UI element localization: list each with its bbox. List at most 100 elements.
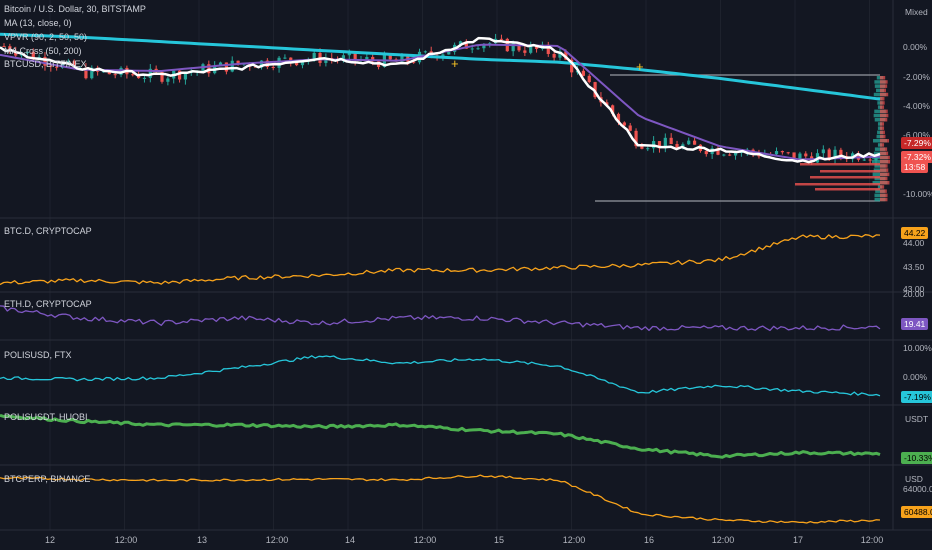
candle-body — [49, 65, 53, 67]
volume-profile-bar — [880, 185, 885, 189]
time-tick: 12:00 — [711, 535, 735, 545]
indicator-vpvr[interactable]: VPVR (90, 2, 50, 50) — [4, 32, 88, 42]
cross-marker: + — [636, 59, 644, 74]
candle-body — [687, 140, 691, 145]
candle-body — [499, 38, 504, 40]
volume-profile-bar — [880, 113, 889, 118]
time-tick: 13 — [196, 535, 208, 545]
volume-profile-bar — [880, 109, 888, 114]
candle-body — [611, 105, 615, 114]
candle-body — [517, 43, 521, 51]
candle-body — [804, 153, 808, 157]
indicator-ma-cross[interactable]: MA Cross (50, 200) — [4, 46, 82, 56]
candle-body — [646, 148, 650, 150]
value-tag-polis-huobi: -10.33% — [901, 452, 932, 464]
volume-profile-bar — [880, 84, 888, 88]
volume-profile-bar — [880, 151, 889, 156]
candle-body — [90, 67, 94, 79]
volume-profile-bar — [880, 181, 890, 185]
series-line-btcd — [0, 234, 881, 286]
candle-body — [142, 77, 147, 79]
series-line-ma13 — [0, 36, 881, 164]
axis-tick: -10.00% — [903, 189, 932, 199]
axis-tick: 10.00% — [903, 343, 932, 353]
candle-body — [616, 113, 621, 123]
axis-tick: 43.00 — [903, 284, 925, 294]
volume-profile-bar — [880, 193, 888, 198]
candle-body — [166, 78, 170, 82]
candle-body — [236, 60, 240, 65]
candle-body — [564, 51, 568, 60]
candle-body — [692, 140, 697, 145]
candle-body — [558, 51, 562, 58]
candle-body — [107, 71, 111, 75]
poc-bar — [800, 163, 880, 166]
candle-body — [798, 153, 802, 160]
candle-body — [224, 62, 228, 72]
axis-tick: 0.00% — [903, 372, 928, 382]
volume-profile-bar — [880, 80, 888, 84]
volume-profile-bar — [880, 160, 891, 164]
indicator-ma[interactable]: MA (13, close, 0) — [4, 18, 72, 28]
compare-symbol[interactable]: BTCUSD, BITFINEX — [4, 59, 87, 69]
pane-label-polis-huobi[interactable]: POLISUSDT, HUOBI — [4, 412, 88, 422]
series-line-btcperp — [0, 474, 881, 524]
price-tag: -7.32% — [901, 151, 932, 163]
volume-profile-bar — [880, 164, 888, 168]
candle-body — [218, 62, 223, 66]
candle-body — [821, 149, 825, 154]
candle-body — [470, 48, 474, 50]
series-line-polis-ftx — [0, 355, 881, 397]
value-tag-btcperp: 60488.0 — [901, 506, 932, 518]
axis-tick: USD — [905, 474, 923, 484]
time-tick: 12:00 — [114, 535, 138, 545]
candle-body — [365, 57, 369, 60]
volume-profile-bar — [880, 105, 885, 109]
candle-body — [634, 130, 638, 147]
poc-bar — [810, 176, 880, 179]
candle-body — [55, 66, 59, 68]
pane-label-btcd[interactable]: BTC.D, CRYPTOCAP — [4, 226, 92, 236]
candle-body — [704, 151, 708, 155]
candle-body — [482, 44, 486, 49]
volume-profile-bar — [880, 88, 886, 93]
candle-body — [43, 56, 47, 66]
candle-body — [137, 75, 141, 79]
volume-profile-bar — [880, 134, 886, 139]
pane-label-btcperp[interactable]: BTCPERP, BINANCE — [4, 474, 91, 484]
candle-body — [476, 48, 480, 50]
pane-label-polis-ftx[interactable]: POLISUSD, FTX — [4, 350, 72, 360]
volume-profile-bar — [880, 155, 890, 160]
candle-body — [160, 71, 164, 82]
pane-label-ethd[interactable]: ETH.D, CRYPTOCAP — [4, 299, 92, 309]
axis-tick: USDT — [905, 414, 929, 424]
time-tick: 15 — [493, 535, 505, 545]
candle-body — [8, 46, 12, 52]
axis-tick: 64000.0 — [903, 484, 932, 494]
axis-tick: -6.00% — [903, 130, 930, 140]
candle-body — [792, 152, 796, 160]
candle-body — [131, 74, 135, 76]
candle-body — [259, 60, 264, 68]
candle-body — [113, 74, 117, 76]
scale-mode[interactable]: Mixed — [905, 7, 928, 17]
candle-body — [529, 45, 533, 53]
poc-bar — [820, 170, 880, 173]
candle-body — [277, 57, 281, 68]
volume-profile-bar — [880, 92, 889, 97]
poc-bar — [815, 188, 880, 191]
candle-body — [312, 52, 316, 60]
volume-profile-bar — [880, 118, 888, 122]
volume-profile-bar — [880, 101, 885, 105]
candle-body — [570, 59, 574, 73]
value-tag-btcd: 44.22 — [901, 227, 929, 239]
series-line-ma-cross — [0, 43, 881, 161]
volume-profile-bar — [880, 176, 888, 181]
time-tick: 12:00 — [265, 535, 289, 545]
candle-body — [839, 149, 843, 157]
candle-body — [14, 51, 18, 56]
candle-body — [400, 55, 404, 62]
candle-body — [183, 72, 188, 80]
candle-body — [733, 152, 738, 156]
